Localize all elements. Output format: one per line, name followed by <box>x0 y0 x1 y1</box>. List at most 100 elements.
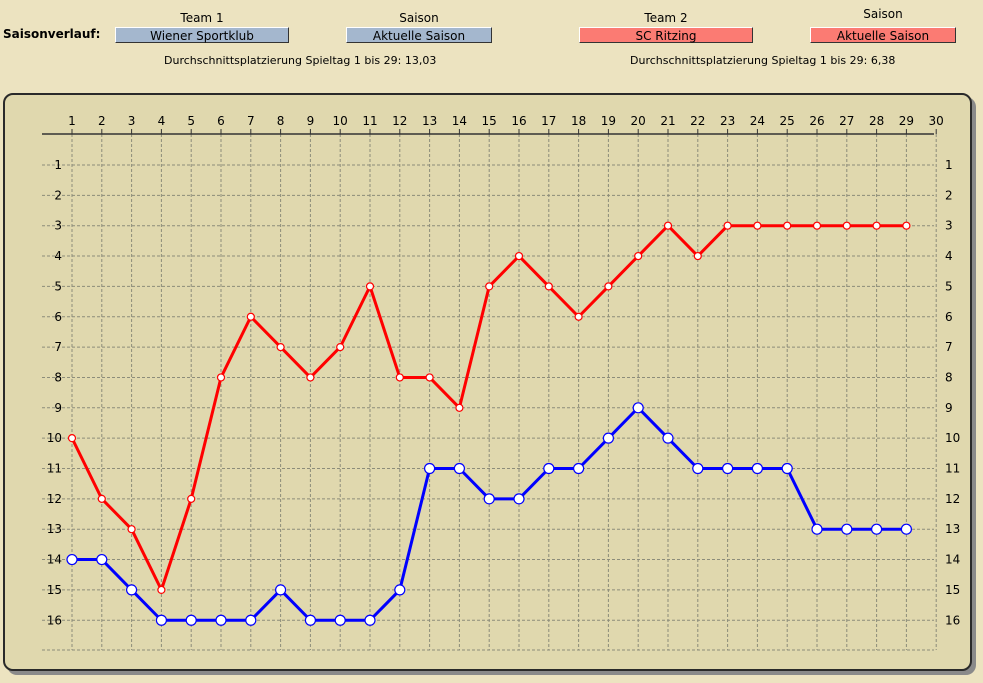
y-tick-label-left: 7 <box>54 340 62 354</box>
chart-panel: 1 2 3 4 5 6 7 8 9 10 11 12 13 14 15 16 17 18 19 20 21 22 23 24 2… <box>3 93 972 671</box>
y-tick-label-left: 8 <box>54 370 62 384</box>
season1-label: Saison <box>399 11 439 25</box>
x-tick-label: 28 <box>869 114 884 128</box>
series-point-1 <box>424 462 436 475</box>
series-point-1 <box>394 584 406 596</box>
y-tick-label-right: 2 <box>945 188 953 202</box>
y-tick-label-left: 4 <box>54 249 62 263</box>
series-point-2 <box>246 312 255 321</box>
team1-average-text: Durchschnittsplatzierung Spieltag 1 bis … <box>164 54 437 67</box>
series-point-1 <box>543 462 555 475</box>
x-tick-label: 19 <box>601 114 616 128</box>
series-point-2 <box>634 251 643 261</box>
x-tick-label: 13 <box>422 114 437 128</box>
x-tick-label: 16 <box>511 114 526 128</box>
series-point-2 <box>306 373 315 382</box>
series-point-1 <box>453 462 465 475</box>
series-point-1 <box>632 402 644 414</box>
series-point-1 <box>900 523 913 535</box>
page-title: Saisonverlauf: <box>3 27 101 41</box>
series-point-2 <box>574 312 583 321</box>
series-point-1 <box>275 584 287 596</box>
series-point-2 <box>395 373 404 382</box>
y-tick-label-left: 9 <box>54 401 62 415</box>
series-point-2 <box>97 494 106 503</box>
season2-label: Saison <box>863 7 903 21</box>
y-tick-label-right: 3 <box>945 219 953 233</box>
series-point-2 <box>127 525 136 534</box>
series-point-2 <box>157 585 166 594</box>
series-point-1 <box>245 614 257 626</box>
series-point-1 <box>364 614 376 626</box>
season2-select-button[interactable]: Aktuelle Saison <box>810 27 956 43</box>
y-tick-label-left: 12 <box>47 492 62 506</box>
y-tick-label-right: 11 <box>945 462 960 476</box>
y-tick-label-right: 10 <box>945 431 960 445</box>
series-point-2 <box>693 251 702 261</box>
team1-label: Team 1 <box>180 11 224 25</box>
season1-select-button[interactable]: Aktuelle Saison <box>346 27 492 43</box>
x-tick-label: 18 <box>571 114 586 128</box>
x-tick-label: 24 <box>750 114 765 128</box>
series-point-2 <box>514 251 524 261</box>
series-point-1 <box>304 614 316 626</box>
x-tick-label: 20 <box>631 114 646 128</box>
x-tick-label: 21 <box>660 114 675 128</box>
series-point-2 <box>425 373 434 382</box>
y-tick-label-left: 14 <box>47 553 62 567</box>
y-tick-label-left: 16 <box>47 613 62 627</box>
x-tick-label: 22 <box>690 114 705 128</box>
y-tick-label-left: 1 <box>54 158 62 172</box>
y-tick-label-right: 6 <box>945 310 953 324</box>
y-tick-label-left: 2 <box>54 188 62 202</box>
series-point-1 <box>66 553 78 566</box>
x-tick-label: 4 <box>158 114 166 128</box>
y-tick-label-left: 15 <box>47 583 62 597</box>
series-point-2 <box>872 221 881 230</box>
y-tick-label-right: 8 <box>945 370 953 384</box>
x-tick-label: 14 <box>452 114 467 128</box>
y-tick-label-left: 5 <box>54 279 62 293</box>
x-tick-label: 6 <box>217 114 225 128</box>
series-point-1 <box>841 523 853 535</box>
series-point-1 <box>125 584 138 596</box>
x-tick-label: 30 <box>929 114 944 128</box>
x-tick-label: 9 <box>307 114 315 128</box>
series-point-1 <box>185 614 197 626</box>
series-point-2 <box>783 221 792 230</box>
y-tick-label-right: 13 <box>945 522 960 536</box>
x-tick-label: 17 <box>541 114 556 128</box>
y-tick-label-right: 15 <box>945 583 960 597</box>
series-point-1 <box>781 462 793 475</box>
series-point-2 <box>753 221 762 230</box>
team2-select-button[interactable]: SC Ritzing <box>579 27 753 43</box>
team1-select-button[interactable]: Wiener Sportklub <box>115 27 289 43</box>
series-point-1 <box>692 462 704 475</box>
x-tick-label: 10 <box>333 114 348 128</box>
team2-average-text: Durchschnittsplatzierung Spieltag 1 bis … <box>630 54 896 67</box>
series-point-1 <box>721 462 734 475</box>
y-tick-label-right: 14 <box>945 553 960 567</box>
series-point-2 <box>216 373 226 382</box>
x-tick-label: 23 <box>720 114 735 128</box>
series-point-2 <box>485 282 494 291</box>
y-tick-label-right: 5 <box>945 279 953 293</box>
series-point-2 <box>902 221 911 230</box>
series-point-2 <box>365 282 375 291</box>
y-tick-label-right: 4 <box>945 249 953 263</box>
series-point-1 <box>602 432 615 444</box>
series-point-1 <box>334 614 346 626</box>
x-tick-label: 2 <box>98 114 106 128</box>
series-point-1 <box>662 432 674 444</box>
x-tick-label: 8 <box>277 114 285 128</box>
series-point-1 <box>215 614 227 626</box>
y-tick-label-right: 1 <box>945 158 953 172</box>
y-tick-label-left: 6 <box>54 310 62 324</box>
series-point-2 <box>663 221 673 230</box>
x-tick-label: 12 <box>392 114 407 128</box>
series-point-1 <box>155 614 167 626</box>
series-point-1 <box>96 553 108 566</box>
series-point-2 <box>67 434 77 443</box>
season-chart: 1 2 3 4 5 6 7 8 9 10 11 12 13 14 15 16 17 18 19 20 21 22 23 24 2… <box>42 114 960 651</box>
x-tick-label: 26 <box>809 114 824 128</box>
